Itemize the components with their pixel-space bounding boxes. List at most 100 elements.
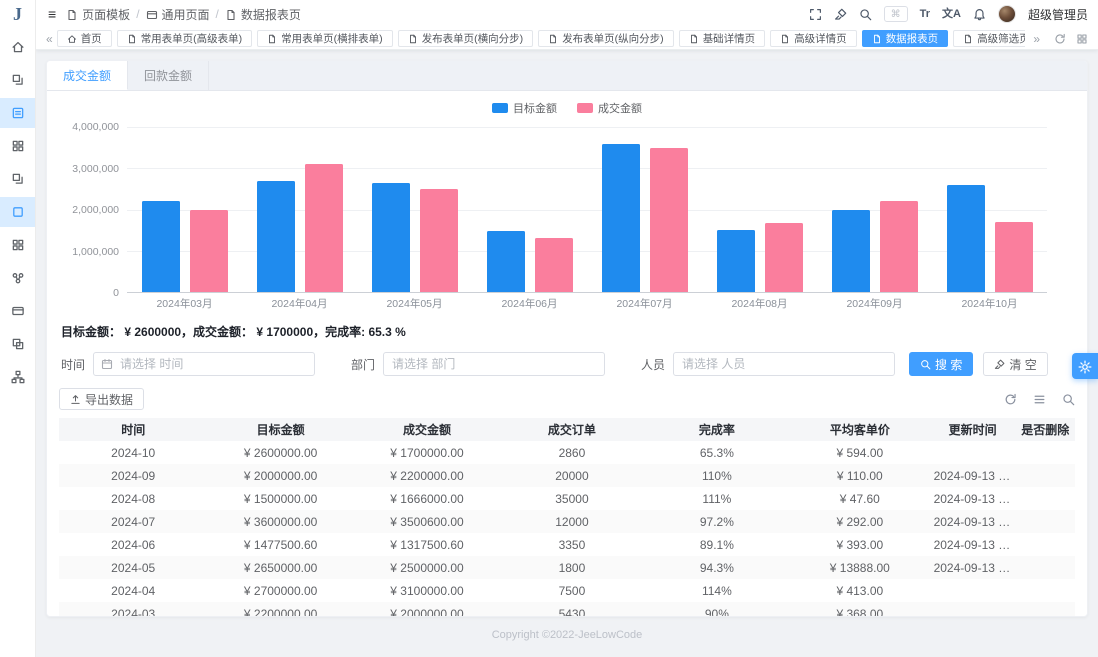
table-cell: ¥ 393.00 <box>836 537 884 552</box>
tabs-scroll-left-icon[interactable]: « <box>46 31 53 46</box>
legend-item[interactable]: 成交金额 <box>577 100 642 116</box>
table-search-icon[interactable] <box>1062 392 1075 406</box>
export-data-button[interactable]: 导出数据 <box>59 388 145 410</box>
table-cell: 2024-08 <box>111 491 156 506</box>
sidebar-item-report-page[interactable] <box>0 197 35 227</box>
sidebar-item-form-pages[interactable] <box>0 98 35 128</box>
page-tab-7[interactable]: 高级详情页 <box>770 30 857 47</box>
table-cell: ¥ 2200000.00 <box>243 606 318 617</box>
filter-bar: 时间 部门 人员 搜 索 清 空 <box>61 352 1073 376</box>
user-name[interactable]: 超级管理员 <box>1027 7 1088 22</box>
bar-group <box>127 127 242 292</box>
chart-x-axis: 2024年03月 2024年04月 2024年05月 2024年06月 2024年07月… <box>127 296 1047 311</box>
sidebar: J <box>0 0 36 657</box>
table-density-icon[interactable] <box>1033 392 1046 406</box>
fullscreen-icon[interactable] <box>809 8 822 21</box>
breadcrumb-item[interactable]: 页面模板 <box>66 6 130 23</box>
sidebar-item-panel[interactable] <box>0 296 35 326</box>
bar-目标金额 <box>486 231 525 292</box>
page-tab-8[interactable]: 数据报表页 <box>861 30 949 47</box>
legend-item[interactable]: 目标金额 <box>492 100 557 116</box>
refresh-tab-icon[interactable] <box>1054 32 1066 46</box>
bar-目标金额 <box>141 201 180 292</box>
tabbar-controls: » <box>1025 32 1092 46</box>
table-cell: ¥ 368.00 <box>836 606 884 617</box>
table-cell: 65.3% <box>699 445 734 460</box>
page-icon <box>11 205 25 220</box>
clear-cache-broom-icon[interactable] <box>834 8 847 21</box>
table-cell: 35000 <box>555 491 589 506</box>
font-size-icon[interactable]: Tr <box>919 7 931 20</box>
report-tab-2[interactable]: 回款金额 <box>128 61 210 90</box>
page-tab-2[interactable]: 常用表单页(高级表单) <box>116 30 253 47</box>
person-filter-input[interactable] <box>673 352 896 376</box>
page-tab-9[interactable]: 高级筛选页 <box>953 30 1026 47</box>
table-cell: 114% <box>701 583 732 598</box>
table-header-cell: 成交金额 <box>403 423 452 437</box>
table-header-cell: 目标金额 <box>256 423 305 437</box>
dept-filter-input[interactable] <box>383 352 606 376</box>
sidebar-item-modules[interactable] <box>0 230 35 260</box>
page-tabs: 首页 常用表单页(高级表单) 常用表单页(横排表单) 发布表单页(横向分步) 发布表单页… <box>56 30 1026 47</box>
settings-gear-button[interactable] <box>1072 353 1098 379</box>
table-toolbar-icons <box>1004 392 1075 406</box>
page-tab-1[interactable]: 首页 <box>56 30 112 47</box>
grid-icon <box>11 238 25 253</box>
search-icon[interactable] <box>859 8 872 21</box>
hamburger-menu-icon[interactable]: ≡ <box>48 6 57 22</box>
sidebar-item-org-tree[interactable] <box>0 362 35 392</box>
y-axis-tick: 3,000,000 <box>72 162 119 175</box>
table-cell: 90% <box>704 606 729 617</box>
layout-grid-icon[interactable] <box>1076 32 1088 46</box>
form-icon <box>11 106 25 121</box>
x-axis-label: 2024年06月 <box>501 298 558 310</box>
bar-目标金额 <box>716 230 755 292</box>
bar-成交金额 <box>304 164 343 292</box>
sidebar-item-copies[interactable] <box>0 329 35 359</box>
page-tab-4[interactable]: 发布表单页(横向分步) <box>397 30 534 47</box>
calendar-icon <box>101 358 113 370</box>
sidebar-item-apps[interactable] <box>0 131 35 161</box>
table-cell: ¥ 413.00 <box>836 583 884 598</box>
time-filter <box>93 352 316 376</box>
page-tab-6[interactable]: 基础详情页 <box>678 30 766 47</box>
sidebar-item-templates[interactable] <box>0 164 35 194</box>
page-tab-5[interactable]: 发布表单页(纵向分步) <box>538 30 674 47</box>
bar-group <box>242 127 357 292</box>
breadcrumb-item[interactable]: 通用页面 <box>146 6 210 23</box>
table-cell: 89.1% <box>699 537 734 552</box>
clear-button[interactable]: 清 空 <box>983 352 1048 376</box>
page-tab-3[interactable]: 常用表单页(横排表单) <box>257 30 393 47</box>
sidebar-item-cluster[interactable] <box>0 263 35 293</box>
bar-目标金额 <box>601 143 640 292</box>
user-avatar[interactable] <box>997 5 1016 23</box>
table-refresh-icon[interactable] <box>1004 392 1017 406</box>
sidebar-item-components[interactable] <box>0 65 35 95</box>
app-logo[interactable]: J <box>13 3 22 24</box>
report-tab-1[interactable]: 成交金额 <box>47 61 129 90</box>
table-row: 2024-03 ¥ 2200000.00 ¥ 2000000.00 5430 90% ¥ … <box>59 602 1075 617</box>
sidebar-item-home[interactable] <box>0 32 35 62</box>
table-cell: 2024-04 <box>111 583 156 598</box>
tabs-scroll-right-icon[interactable]: » <box>1033 31 1040 46</box>
notification-bell-icon[interactable] <box>973 8 986 21</box>
breadcrumb-item[interactable]: 数据报表页 <box>225 6 301 23</box>
breadcrumb: 页面模板 / 通用页面 / 数据报表页 <box>66 6 301 23</box>
report-tabs: 成交金额 回款金额 <box>47 61 1087 91</box>
table-cell: 2024-06 <box>111 537 156 552</box>
chart-plot-area <box>127 127 1047 293</box>
table-cell: 94.3% <box>699 560 734 575</box>
time-filter-input[interactable] <box>93 352 316 376</box>
window-icon <box>146 7 158 21</box>
time-filter-label: 时间 <box>61 357 86 372</box>
table-header-row: 时间 目标金额 成交金额 成交订单 完成率 平均客单价 更新时间 是否删除 <box>59 418 1075 441</box>
table-row: 2024-06 ¥ 1477500.60 ¥ 1317500.60 3350 89.1%… <box>59 533 1075 556</box>
clear-button-icon <box>994 357 1005 371</box>
table-cell: ¥ 3100000.00 <box>390 583 464 598</box>
stack-icon <box>11 172 25 187</box>
language-switch-icon[interactable]: 文A <box>942 7 961 20</box>
table-cell: 2024-09-13 1... <box>933 491 1015 506</box>
doc-icon <box>872 33 882 45</box>
main-content: 成交金额 回款金额 目标金额 成交金额 4,000,000 3,000,000 2,00… <box>36 50 1098 657</box>
search-button[interactable]: 搜 索 <box>909 352 974 376</box>
